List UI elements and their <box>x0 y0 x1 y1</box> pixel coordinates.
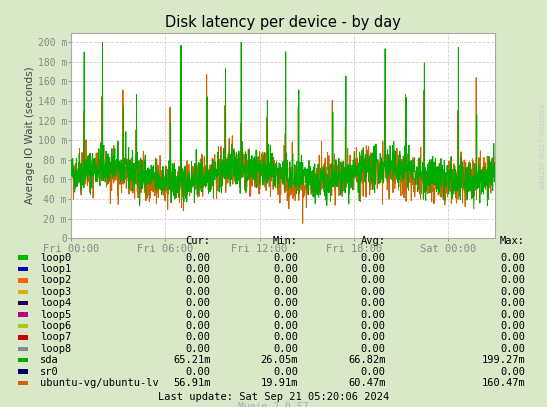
Text: loop8: loop8 <box>40 344 71 354</box>
Text: 0.00: 0.00 <box>360 344 386 354</box>
Text: 0.00: 0.00 <box>360 276 386 285</box>
Text: Avg:: Avg: <box>360 236 386 246</box>
Title: Disk latency per device - by day: Disk latency per device - by day <box>165 15 401 30</box>
Text: 19.91m: 19.91m <box>260 378 298 388</box>
Text: 0.00: 0.00 <box>500 344 525 354</box>
Text: 160.47m: 160.47m <box>481 378 525 388</box>
Text: loop6: loop6 <box>40 321 71 331</box>
Text: 0.00: 0.00 <box>273 333 298 342</box>
Text: 60.47m: 60.47m <box>348 378 386 388</box>
Text: 199.27m: 199.27m <box>481 355 525 365</box>
Text: 0.00: 0.00 <box>360 298 386 308</box>
Text: loop3: loop3 <box>40 287 71 297</box>
Text: Min:: Min: <box>273 236 298 246</box>
Text: 26.05m: 26.05m <box>260 355 298 365</box>
Text: ubuntu-vg/ubuntu-lv: ubuntu-vg/ubuntu-lv <box>40 378 159 388</box>
Text: 0.00: 0.00 <box>185 276 211 285</box>
Text: 0.00: 0.00 <box>273 264 298 274</box>
Text: 0.00: 0.00 <box>500 321 525 331</box>
Text: 0.00: 0.00 <box>500 367 525 376</box>
Text: loop5: loop5 <box>40 310 71 319</box>
Text: 0.00: 0.00 <box>185 253 211 263</box>
Text: RRDTOOL / TOBI OETIKER: RRDTOOL / TOBI OETIKER <box>537 104 543 189</box>
Text: 0.00: 0.00 <box>185 298 211 308</box>
Text: 0.00: 0.00 <box>360 310 386 319</box>
Text: 0.00: 0.00 <box>185 310 211 319</box>
Text: 0.00: 0.00 <box>500 253 525 263</box>
Text: 0.00: 0.00 <box>273 321 298 331</box>
Text: 0.00: 0.00 <box>360 287 386 297</box>
Text: 0.00: 0.00 <box>360 321 386 331</box>
Text: 0.00: 0.00 <box>500 310 525 319</box>
Text: 0.00: 0.00 <box>360 367 386 376</box>
Text: sda: sda <box>40 355 59 365</box>
Text: Max:: Max: <box>500 236 525 246</box>
Y-axis label: Average IO Wait (seconds): Average IO Wait (seconds) <box>25 66 35 204</box>
Text: 0.00: 0.00 <box>273 344 298 354</box>
Text: sr0: sr0 <box>40 367 59 376</box>
Text: 0.00: 0.00 <box>360 333 386 342</box>
Text: 0.00: 0.00 <box>185 333 211 342</box>
Text: loop2: loop2 <box>40 276 71 285</box>
Text: 0.00: 0.00 <box>273 276 298 285</box>
Text: 0.00: 0.00 <box>185 264 211 274</box>
Text: loop7: loop7 <box>40 333 71 342</box>
Text: 0.00: 0.00 <box>500 276 525 285</box>
Text: 0.00: 0.00 <box>360 264 386 274</box>
Text: 66.82m: 66.82m <box>348 355 386 365</box>
Text: 0.00: 0.00 <box>500 287 525 297</box>
Text: Last update: Sat Sep 21 05:20:06 2024: Last update: Sat Sep 21 05:20:06 2024 <box>158 392 389 402</box>
Text: 0.00: 0.00 <box>500 264 525 274</box>
Text: 0.00: 0.00 <box>273 367 298 376</box>
Text: 0.00: 0.00 <box>360 253 386 263</box>
Text: 0.00: 0.00 <box>185 344 211 354</box>
Text: 0.00: 0.00 <box>500 333 525 342</box>
Text: loop4: loop4 <box>40 298 71 308</box>
Text: Cur:: Cur: <box>185 236 211 246</box>
Text: loop1: loop1 <box>40 264 71 274</box>
Text: 0.00: 0.00 <box>185 321 211 331</box>
Text: 0.00: 0.00 <box>273 298 298 308</box>
Text: loop0: loop0 <box>40 253 71 263</box>
Text: Munin 2.0.57: Munin 2.0.57 <box>238 403 309 407</box>
Text: 56.91m: 56.91m <box>173 378 211 388</box>
Text: 0.00: 0.00 <box>273 253 298 263</box>
Text: 65.21m: 65.21m <box>173 355 211 365</box>
Text: 0.00: 0.00 <box>273 287 298 297</box>
Text: 0.00: 0.00 <box>273 310 298 319</box>
Text: 0.00: 0.00 <box>185 367 211 376</box>
Text: 0.00: 0.00 <box>185 287 211 297</box>
Text: 0.00: 0.00 <box>500 298 525 308</box>
